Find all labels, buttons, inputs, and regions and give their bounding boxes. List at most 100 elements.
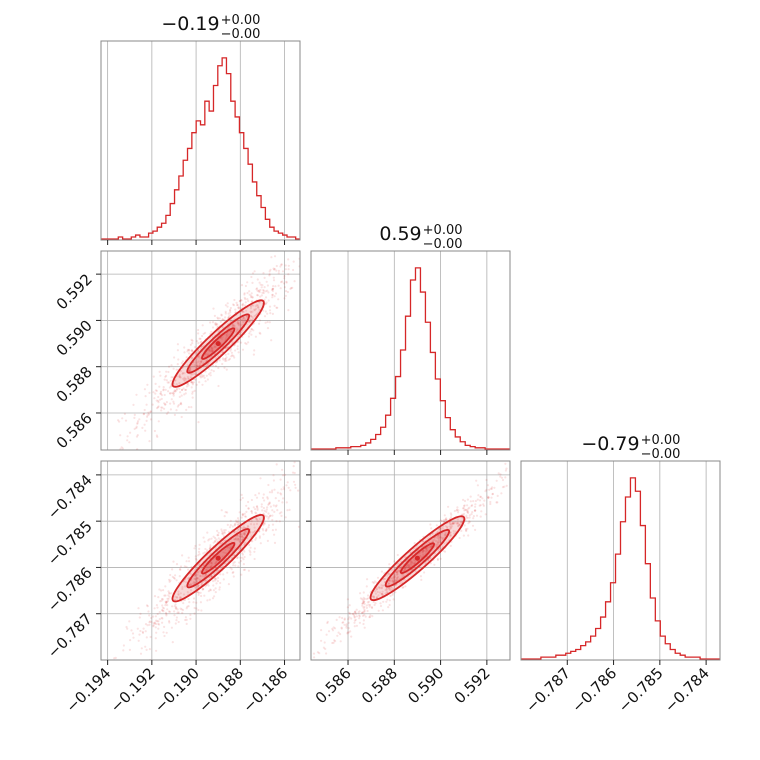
panel-3-point bbox=[371, 615, 374, 618]
panel-1-point bbox=[210, 330, 213, 333]
param-1-title-minus: −0.00 bbox=[221, 27, 261, 42]
panel-2-point bbox=[210, 561, 213, 565]
panel-1-point bbox=[135, 435, 139, 438]
panel-3-point bbox=[467, 522, 470, 525]
panel-3-point bbox=[444, 518, 447, 521]
panel-2-point bbox=[255, 496, 259, 499]
panel-2-point bbox=[271, 529, 274, 532]
panel-1-point bbox=[214, 365, 217, 368]
panel-2-point bbox=[163, 594, 166, 597]
panel-3-point bbox=[456, 522, 459, 525]
panel-3-point bbox=[385, 591, 388, 594]
panel-3-point bbox=[459, 521, 462, 524]
panel-2-point bbox=[166, 608, 169, 611]
panel-2-point bbox=[243, 555, 246, 559]
panel-3-point bbox=[435, 544, 438, 547]
panel-2-point bbox=[240, 493, 243, 496]
panel-1-point bbox=[250, 294, 253, 297]
panel-3-point bbox=[403, 567, 406, 570]
panel-1-point bbox=[236, 303, 239, 306]
panel-1-point bbox=[144, 395, 147, 398]
panel-3-point bbox=[362, 600, 365, 603]
panel-2-point bbox=[174, 595, 177, 598]
panel-2-point bbox=[215, 561, 218, 564]
panel-1-point bbox=[167, 381, 170, 384]
panel-1-point bbox=[176, 363, 179, 366]
panel-3-point bbox=[499, 473, 502, 476]
panel-2-point bbox=[156, 606, 159, 609]
panel-3-point bbox=[389, 579, 392, 583]
panel-1-point bbox=[307, 255, 309, 257]
panel-3-point bbox=[365, 585, 368, 588]
panel-3-point bbox=[371, 606, 374, 610]
panel-3-point bbox=[374, 592, 377, 595]
panel-3-point bbox=[425, 548, 428, 551]
panel-2-point bbox=[205, 573, 208, 576]
panel-1-point bbox=[249, 315, 252, 318]
panel-2-point bbox=[199, 570, 202, 573]
panel-1-point bbox=[166, 381, 169, 384]
panel-3-point bbox=[389, 594, 392, 598]
panel-2-point bbox=[202, 536, 205, 539]
panel-3-point bbox=[373, 603, 376, 607]
panel-1-point bbox=[135, 425, 138, 428]
panel-1-point bbox=[237, 340, 240, 343]
panel-2-point bbox=[137, 607, 140, 610]
panel-3-point bbox=[484, 513, 487, 516]
panel-3-point bbox=[325, 633, 328, 636]
panel-1-point bbox=[262, 291, 265, 295]
panel-3-point bbox=[395, 577, 399, 580]
panel-1-point bbox=[183, 351, 186, 354]
panel-3-point bbox=[476, 498, 479, 501]
panel-1-point bbox=[184, 379, 187, 382]
panel-1-point bbox=[180, 388, 184, 392]
panel-1-point bbox=[236, 321, 239, 324]
panel-1-point bbox=[186, 375, 189, 378]
panel-3-point bbox=[384, 577, 387, 580]
panel-1-point bbox=[211, 326, 215, 329]
xaxis-3-ticklabel-1: −0.787 bbox=[522, 664, 574, 716]
panel-2-point bbox=[199, 601, 202, 604]
panel-2-point bbox=[173, 605, 176, 608]
xaxis-2-ticklabel-4: 0.592 bbox=[451, 664, 494, 707]
panel-2-point bbox=[275, 520, 278, 523]
panel-1-point bbox=[268, 321, 271, 324]
panel-2-point bbox=[193, 612, 196, 615]
panel-1-point bbox=[179, 401, 183, 404]
panel-2-point bbox=[243, 532, 246, 535]
panel-2-point bbox=[215, 560, 218, 563]
panel-2-point bbox=[173, 610, 176, 613]
panel-2-point bbox=[148, 621, 151, 624]
panel-1-point bbox=[224, 316, 227, 319]
panel-1-point bbox=[303, 252, 305, 254]
panel-1-point bbox=[181, 360, 184, 363]
panel-1-point bbox=[266, 289, 269, 292]
panel-3-point bbox=[333, 639, 336, 642]
panel-2-point bbox=[190, 565, 193, 569]
param-2-title-minus: −0.00 bbox=[423, 237, 463, 252]
panel-1-point bbox=[136, 420, 140, 423]
panel-2-point bbox=[297, 489, 300, 492]
panel-3-point bbox=[346, 631, 349, 634]
panel-2-point bbox=[198, 563, 201, 567]
panel-1-point bbox=[272, 285, 275, 288]
panel-3-point bbox=[359, 592, 362, 595]
panel-2-point bbox=[267, 516, 271, 519]
panel-2-point bbox=[185, 607, 188, 610]
panel-1-point bbox=[275, 306, 278, 309]
panel-3-point bbox=[349, 630, 352, 633]
panel-2-point bbox=[213, 577, 216, 580]
panel-1-point bbox=[225, 336, 228, 339]
panel-2-point bbox=[242, 526, 245, 530]
panel-2-point bbox=[201, 574, 204, 578]
panel-3-point bbox=[464, 508, 467, 511]
panel-1-point bbox=[172, 390, 175, 393]
panel-2-point bbox=[256, 519, 259, 522]
panel-2-point bbox=[241, 536, 244, 539]
panel-3-point bbox=[421, 540, 425, 543]
panel-3-point bbox=[436, 542, 439, 545]
panel-3-point bbox=[380, 586, 383, 589]
panel-2-point bbox=[241, 533, 244, 536]
panel-1-point bbox=[283, 275, 286, 278]
panel-2-point bbox=[235, 521, 238, 524]
